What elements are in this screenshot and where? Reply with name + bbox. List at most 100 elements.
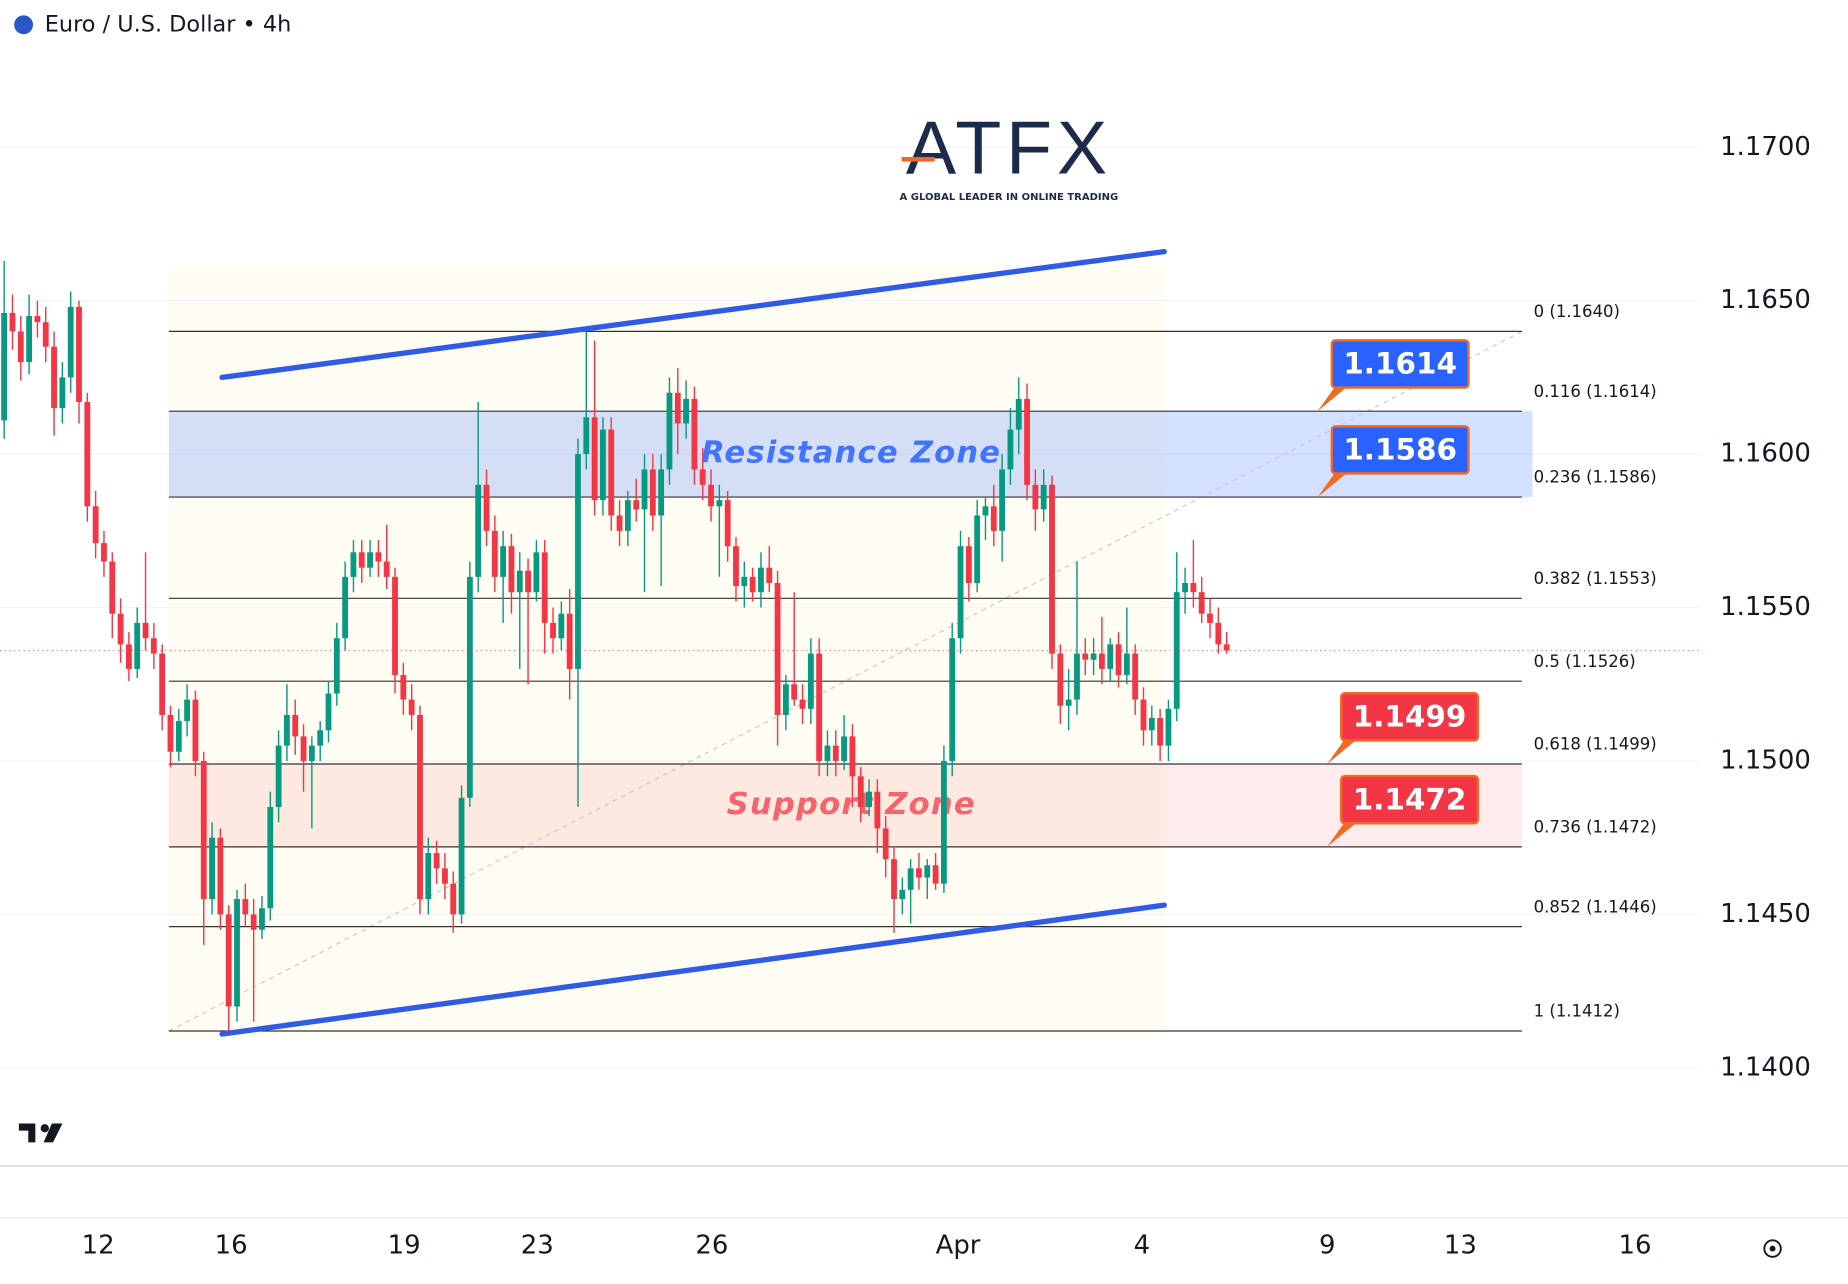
candle-body — [1049, 484, 1055, 654]
candle-body — [990, 506, 997, 531]
y-tick-label: 1.1700 — [1720, 132, 1811, 162]
candle-body — [774, 582, 781, 715]
y-tick-label: 1.1400 — [1720, 1052, 1811, 1082]
callout-box — [1340, 774, 1480, 825]
candle-body — [849, 736, 856, 777]
candle-body — [1082, 653, 1089, 660]
candle-body — [641, 469, 648, 510]
settings-icon-dot — [1769, 1245, 1776, 1252]
candle-body — [749, 576, 756, 593]
candle-body — [167, 714, 174, 752]
x-tick-label: Apr — [936, 1231, 981, 1261]
candle-body — [1148, 718, 1155, 731]
candle-body — [375, 552, 382, 562]
candle-body — [142, 622, 149, 639]
candle-body — [17, 331, 24, 363]
zone — [168, 764, 1522, 847]
candle-body — [916, 868, 922, 878]
candle-body — [300, 736, 307, 761]
candle-body — [9, 312, 16, 332]
candle-body — [475, 484, 482, 577]
candle-body — [541, 552, 548, 623]
candle-body — [1, 312, 8, 421]
candle-body — [616, 515, 623, 531]
candle-body — [1157, 718, 1164, 746]
candle-body — [982, 506, 989, 516]
candle-body — [26, 316, 33, 363]
candle-body — [691, 398, 698, 470]
candle-body — [600, 429, 606, 501]
candle-body — [367, 552, 373, 568]
callout-box — [1340, 692, 1480, 742]
candle-body — [550, 622, 556, 639]
chart-title: Euro / U.S. Dollar • 4h — [45, 11, 292, 37]
candle-body — [1115, 644, 1122, 676]
candle-body — [259, 908, 265, 930]
candle-body — [758, 567, 764, 593]
candle-body — [1032, 484, 1039, 510]
x-tick-label: 23 — [521, 1231, 554, 1261]
candle-body — [267, 806, 274, 909]
candle-body — [1090, 653, 1097, 660]
candle-body — [674, 392, 681, 424]
candle-body — [608, 429, 615, 516]
candle-body — [999, 469, 1006, 531]
candle-body — [1223, 644, 1230, 651]
candle-body — [558, 613, 565, 639]
candle-body — [566, 613, 573, 669]
candle-body — [84, 401, 91, 507]
candle-body — [1182, 582, 1188, 593]
channel-line — [219, 248, 1167, 381]
candle-body — [458, 797, 465, 915]
candle-body — [491, 530, 498, 577]
candle-body — [508, 546, 515, 593]
candle-body — [1024, 398, 1030, 485]
candle-body — [741, 576, 748, 587]
candle-body — [924, 865, 931, 878]
candle-body — [92, 506, 99, 544]
candle-body — [51, 346, 57, 409]
candle-body — [624, 500, 631, 531]
candle-body — [284, 714, 290, 746]
candle-body — [358, 552, 365, 568]
candle-body — [1015, 398, 1022, 430]
fib-label: 0.736 (1.1472) — [1534, 817, 1657, 836]
candle-body — [34, 316, 41, 323]
candle-body — [766, 567, 773, 583]
y-tick-label: 1.1500 — [1720, 745, 1811, 775]
candle-body — [234, 899, 240, 1007]
candle-body — [857, 776, 864, 807]
candle-body — [1165, 708, 1172, 746]
candle-body — [1132, 653, 1139, 700]
candle-body — [583, 417, 590, 455]
candle-body — [275, 745, 282, 807]
callout-box — [1330, 339, 1470, 389]
fib-label: 0 (1.1640) — [1534, 302, 1620, 321]
candle-body — [159, 653, 166, 715]
candle-body — [791, 684, 798, 700]
candle-body — [824, 745, 831, 761]
candle-body — [466, 576, 473, 798]
y-tick-label: 1.1650 — [1720, 285, 1811, 315]
candle-body — [591, 417, 598, 501]
fib-background — [168, 265, 1165, 1039]
candle-body — [807, 653, 814, 709]
candle-body — [500, 546, 507, 577]
candle-body — [292, 714, 299, 737]
plot — [0, 146, 1701, 1069]
x-tick-label: 26 — [695, 1231, 728, 1261]
candle-body — [1007, 429, 1014, 470]
candle-body — [42, 322, 49, 347]
candle-body — [125, 644, 132, 669]
candle-body — [949, 638, 956, 761]
candle-body — [333, 638, 340, 694]
candle-body — [683, 398, 690, 424]
candle-body — [733, 546, 739, 587]
candle-body — [325, 693, 332, 731]
candle-body — [117, 613, 124, 645]
candle-body — [1198, 592, 1205, 614]
candle-body — [59, 377, 66, 409]
settings-icon[interactable] — [1763, 1239, 1782, 1258]
x-tick-label: 9 — [1319, 1231, 1336, 1261]
x-tick-label: 12 — [82, 1231, 115, 1261]
